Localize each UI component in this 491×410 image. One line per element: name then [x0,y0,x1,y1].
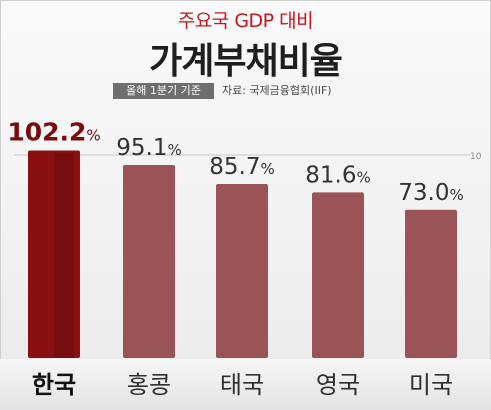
value-label-1: 95.1% [116,135,181,161]
chart-title: 가계부채비율 [149,41,343,82]
category-label-2: 태국 [220,371,264,399]
category-label-3: 영국 [316,371,360,399]
source-note: 자료: 국제금융협회(IIF) [222,84,332,97]
value-label-3: 81.6% [305,162,370,188]
bar-2 [216,184,268,358]
value-label-2: 85.7% [209,154,274,180]
chart-subtitle: 주요국 GDP 대비 [177,10,314,32]
category-band [0,359,491,410]
bar-1 [123,164,175,358]
category-label-0: 한국 [32,371,76,399]
reference-line-label: 10 [470,152,482,162]
bar-3 [312,192,364,358]
bar-4 [405,209,457,358]
category-label-1: 홍콩 [127,371,171,399]
bar-highlight-stripe [54,152,74,358]
period-badge: 올해 1분기 기준 [113,83,214,99]
value-label-0: 102.2% [7,118,100,147]
value-label-4: 73.0% [398,180,463,206]
category-label-4: 미국 [409,371,453,399]
